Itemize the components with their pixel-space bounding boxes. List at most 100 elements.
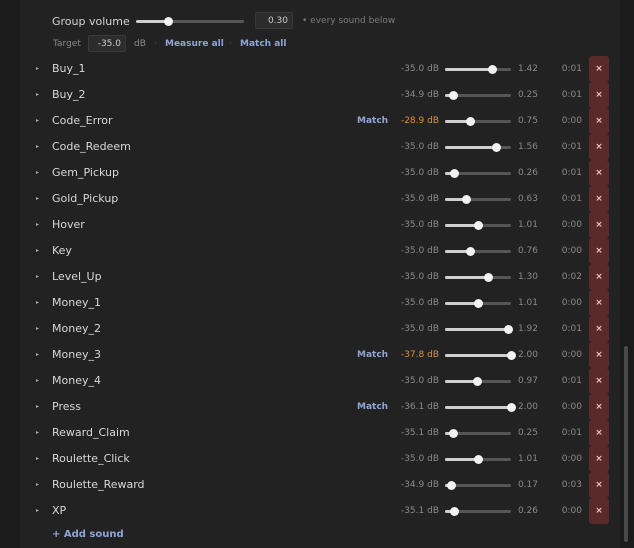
group-volume-input[interactable]: 0.30 (255, 12, 293, 29)
volume-thumb[interactable] (449, 169, 459, 178)
volume-slider[interactable] (445, 221, 511, 230)
delete-sound-button[interactable]: × (589, 342, 609, 368)
volume-thumb[interactable] (474, 221, 484, 230)
expand-arrow-icon[interactable]: ▸ (36, 221, 40, 228)
sound-row[interactable]: ▸ Code_Error Match -28.9 dB 0.75 0:00 × (20, 108, 620, 134)
volume-slider[interactable] (445, 247, 511, 256)
delete-sound-button[interactable]: × (589, 394, 609, 420)
expand-arrow-icon[interactable]: ▸ (36, 65, 40, 72)
volume-thumb[interactable] (465, 117, 475, 126)
delete-sound-button[interactable]: × (589, 498, 609, 524)
expand-arrow-icon[interactable]: ▸ (36, 325, 40, 332)
sound-row[interactable]: ▸ XP -35.1 dB 0.26 0:00 × (20, 498, 620, 524)
expand-arrow-icon[interactable]: ▸ (36, 429, 40, 436)
match-button[interactable]: Match (357, 402, 389, 412)
volume-slider[interactable] (445, 351, 516, 360)
volume-slider[interactable] (445, 273, 511, 282)
volume-thumb[interactable] (449, 429, 459, 438)
volume-slider[interactable] (445, 117, 511, 126)
expand-arrow-icon[interactable]: ▸ (36, 247, 40, 254)
volume-slider[interactable] (445, 143, 511, 152)
volume-thumb[interactable] (473, 377, 482, 386)
sound-row[interactable]: ▸ Hover -35.0 dB 1.01 0:00 × (20, 212, 620, 238)
volume-slider[interactable] (445, 299, 511, 308)
scrollbar-thumb[interactable] (624, 346, 628, 542)
expand-arrow-icon[interactable]: ▸ (36, 507, 40, 514)
match-all-button[interactable]: Match all (240, 39, 287, 49)
sound-row[interactable]: ▸ Reward_Claim -35.1 dB 0.25 0:01 × (20, 420, 620, 446)
sound-row[interactable]: ▸ Level_Up -35.0 dB 1.30 0:02 × (20, 264, 620, 290)
delete-sound-button[interactable]: × (589, 160, 609, 186)
sound-row[interactable]: ▸ Code_Redeem -35.0 dB 1.56 0:01 × (20, 134, 620, 160)
expand-arrow-icon[interactable]: ▸ (36, 299, 40, 306)
volume-thumb[interactable] (474, 455, 484, 464)
expand-arrow-icon[interactable]: ▸ (36, 143, 40, 150)
delete-sound-button[interactable]: × (589, 446, 609, 472)
volume-slider[interactable] (445, 325, 514, 334)
expand-arrow-icon[interactable]: ▸ (36, 455, 40, 462)
expand-arrow-icon[interactable]: ▸ (36, 377, 40, 384)
expand-arrow-icon[interactable]: ▸ (36, 195, 40, 202)
sound-row[interactable]: ▸ Money_3 Match -37.8 dB 2.00 0:00 × (20, 342, 620, 368)
delete-sound-button[interactable]: × (589, 186, 609, 212)
volume-slider[interactable] (445, 377, 511, 386)
volume-slider[interactable] (445, 169, 511, 178)
sound-row[interactable]: ▸ Buy_1 -35.0 dB 1.42 0:01 × (20, 56, 620, 82)
volume-slider[interactable] (445, 481, 511, 490)
volume-thumb[interactable] (504, 325, 514, 334)
volume-thumb[interactable] (449, 91, 459, 100)
expand-arrow-icon[interactable]: ▸ (36, 481, 40, 488)
volume-thumb[interactable] (507, 403, 516, 412)
delete-sound-button[interactable]: × (589, 108, 609, 134)
expand-arrow-icon[interactable]: ▸ (36, 117, 40, 124)
delete-sound-button[interactable]: × (589, 316, 609, 342)
volume-slider[interactable] (445, 429, 511, 438)
sound-row[interactable]: ▸ Gem_Pickup -35.0 dB 0.26 0:01 × (20, 160, 620, 186)
sound-row[interactable]: ▸ Press Match -36.1 dB 2.00 0:00 × (20, 394, 620, 420)
expand-arrow-icon[interactable]: ▸ (36, 273, 40, 280)
volume-thumb[interactable] (461, 195, 471, 204)
volume-slider[interactable] (445, 195, 511, 204)
match-button[interactable]: Match (357, 350, 389, 360)
volume-slider[interactable] (445, 65, 511, 74)
volume-thumb[interactable] (466, 247, 476, 256)
sound-row[interactable]: ▸ Buy_2 -34.9 dB 0.25 0:01 × (20, 82, 620, 108)
sound-row[interactable]: ▸ Roulette_Click -35.0 dB 1.01 0:00 × (20, 446, 620, 472)
delete-sound-button[interactable]: × (589, 472, 609, 498)
volume-thumb[interactable] (507, 351, 516, 360)
sound-row[interactable]: ▸ Money_4 -35.0 dB 0.97 0:01 × (20, 368, 620, 394)
group-volume-slider[interactable] (136, 17, 244, 26)
sound-row[interactable]: ▸ Money_1 -35.0 dB 1.01 0:00 × (20, 290, 620, 316)
delete-sound-button[interactable]: × (589, 56, 609, 82)
volume-slider[interactable] (445, 91, 511, 100)
volume-slider[interactable] (445, 507, 511, 516)
sound-row[interactable]: ▸ Money_2 -35.0 dB 1.92 0:01 × (20, 316, 620, 342)
volume-thumb[interactable] (492, 143, 502, 152)
volume-thumb[interactable] (449, 507, 459, 516)
expand-arrow-icon[interactable]: ▸ (36, 91, 40, 98)
expand-arrow-icon[interactable]: ▸ (36, 169, 40, 176)
expand-arrow-icon[interactable]: ▸ (36, 351, 40, 358)
delete-sound-button[interactable]: × (589, 368, 609, 394)
delete-sound-button[interactable]: × (589, 134, 609, 160)
sound-row[interactable]: ▸ Gold_Pickup -35.0 dB 0.63 0:01 × (20, 186, 620, 212)
sound-row[interactable]: ▸ Roulette_Reward -34.9 dB 0.17 0:03 × (20, 472, 620, 498)
delete-sound-button[interactable]: × (589, 420, 609, 446)
volume-thumb[interactable] (446, 481, 456, 490)
volume-thumb[interactable] (487, 65, 497, 74)
match-button[interactable]: Match (357, 116, 389, 126)
delete-sound-button[interactable]: × (589, 82, 609, 108)
volume-slider[interactable] (445, 455, 511, 464)
delete-sound-button[interactable]: × (589, 290, 609, 316)
delete-sound-button[interactable]: × (589, 238, 609, 264)
add-sound-button[interactable]: + Add sound (52, 529, 124, 540)
group-volume-thumb[interactable] (164, 17, 174, 26)
measure-all-button[interactable]: Measure all (165, 39, 224, 49)
expand-arrow-icon[interactable]: ▸ (36, 403, 40, 410)
volume-thumb[interactable] (474, 299, 484, 308)
delete-sound-button[interactable]: × (589, 264, 609, 290)
delete-sound-button[interactable]: × (589, 212, 609, 238)
volume-thumb[interactable] (483, 273, 493, 282)
sound-row[interactable]: ▸ Key -35.0 dB 0.76 0:00 × (20, 238, 620, 264)
volume-slider[interactable] (445, 403, 516, 412)
